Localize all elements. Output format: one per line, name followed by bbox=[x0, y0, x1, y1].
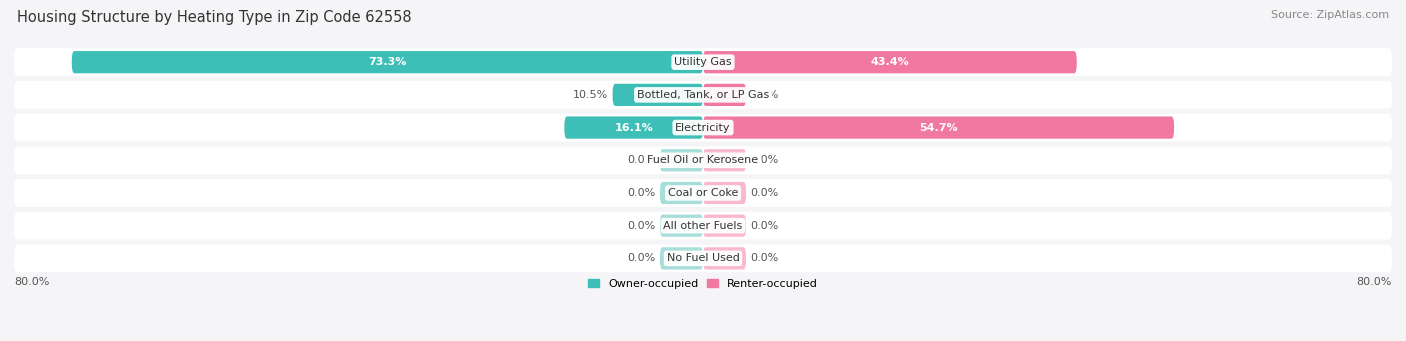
Text: Electricity: Electricity bbox=[675, 122, 731, 133]
Text: No Fuel Used: No Fuel Used bbox=[666, 253, 740, 263]
FancyBboxPatch shape bbox=[659, 247, 703, 269]
Text: 43.4%: 43.4% bbox=[870, 57, 910, 67]
FancyBboxPatch shape bbox=[14, 179, 1392, 207]
Text: 10.5%: 10.5% bbox=[574, 90, 609, 100]
FancyBboxPatch shape bbox=[703, 149, 747, 172]
FancyBboxPatch shape bbox=[14, 81, 1392, 109]
Text: Fuel Oil or Kerosene: Fuel Oil or Kerosene bbox=[647, 155, 759, 165]
FancyBboxPatch shape bbox=[564, 117, 703, 139]
Text: 16.1%: 16.1% bbox=[614, 122, 652, 133]
Text: Bottled, Tank, or LP Gas: Bottled, Tank, or LP Gas bbox=[637, 90, 769, 100]
Text: 80.0%: 80.0% bbox=[14, 277, 49, 287]
FancyBboxPatch shape bbox=[703, 117, 1174, 139]
Text: Utility Gas: Utility Gas bbox=[675, 57, 731, 67]
FancyBboxPatch shape bbox=[659, 182, 703, 204]
Legend: Owner-occupied, Renter-occupied: Owner-occupied, Renter-occupied bbox=[583, 274, 823, 293]
FancyBboxPatch shape bbox=[703, 214, 747, 237]
Text: 0.0%: 0.0% bbox=[751, 188, 779, 198]
FancyBboxPatch shape bbox=[703, 84, 747, 106]
Text: Source: ZipAtlas.com: Source: ZipAtlas.com bbox=[1271, 10, 1389, 20]
Text: 0.0%: 0.0% bbox=[751, 155, 779, 165]
FancyBboxPatch shape bbox=[14, 48, 1392, 76]
Text: 0.0%: 0.0% bbox=[627, 221, 655, 231]
FancyBboxPatch shape bbox=[659, 149, 703, 172]
FancyBboxPatch shape bbox=[703, 51, 1077, 73]
Text: 0.0%: 0.0% bbox=[751, 253, 779, 263]
Text: 0.0%: 0.0% bbox=[627, 253, 655, 263]
FancyBboxPatch shape bbox=[613, 84, 703, 106]
FancyBboxPatch shape bbox=[14, 244, 1392, 272]
Text: Housing Structure by Heating Type in Zip Code 62558: Housing Structure by Heating Type in Zip… bbox=[17, 10, 412, 25]
FancyBboxPatch shape bbox=[659, 214, 703, 237]
FancyBboxPatch shape bbox=[14, 212, 1392, 240]
Text: 54.7%: 54.7% bbox=[920, 122, 957, 133]
Text: 0.0%: 0.0% bbox=[627, 188, 655, 198]
FancyBboxPatch shape bbox=[703, 182, 747, 204]
FancyBboxPatch shape bbox=[703, 247, 747, 269]
FancyBboxPatch shape bbox=[72, 51, 703, 73]
FancyBboxPatch shape bbox=[14, 114, 1392, 142]
FancyBboxPatch shape bbox=[14, 146, 1392, 174]
Text: All other Fuels: All other Fuels bbox=[664, 221, 742, 231]
Text: 0.0%: 0.0% bbox=[751, 221, 779, 231]
Text: 0.0%: 0.0% bbox=[627, 155, 655, 165]
Text: Coal or Coke: Coal or Coke bbox=[668, 188, 738, 198]
Text: 2.0%: 2.0% bbox=[751, 90, 779, 100]
Text: 80.0%: 80.0% bbox=[1357, 277, 1392, 287]
Text: 73.3%: 73.3% bbox=[368, 57, 406, 67]
